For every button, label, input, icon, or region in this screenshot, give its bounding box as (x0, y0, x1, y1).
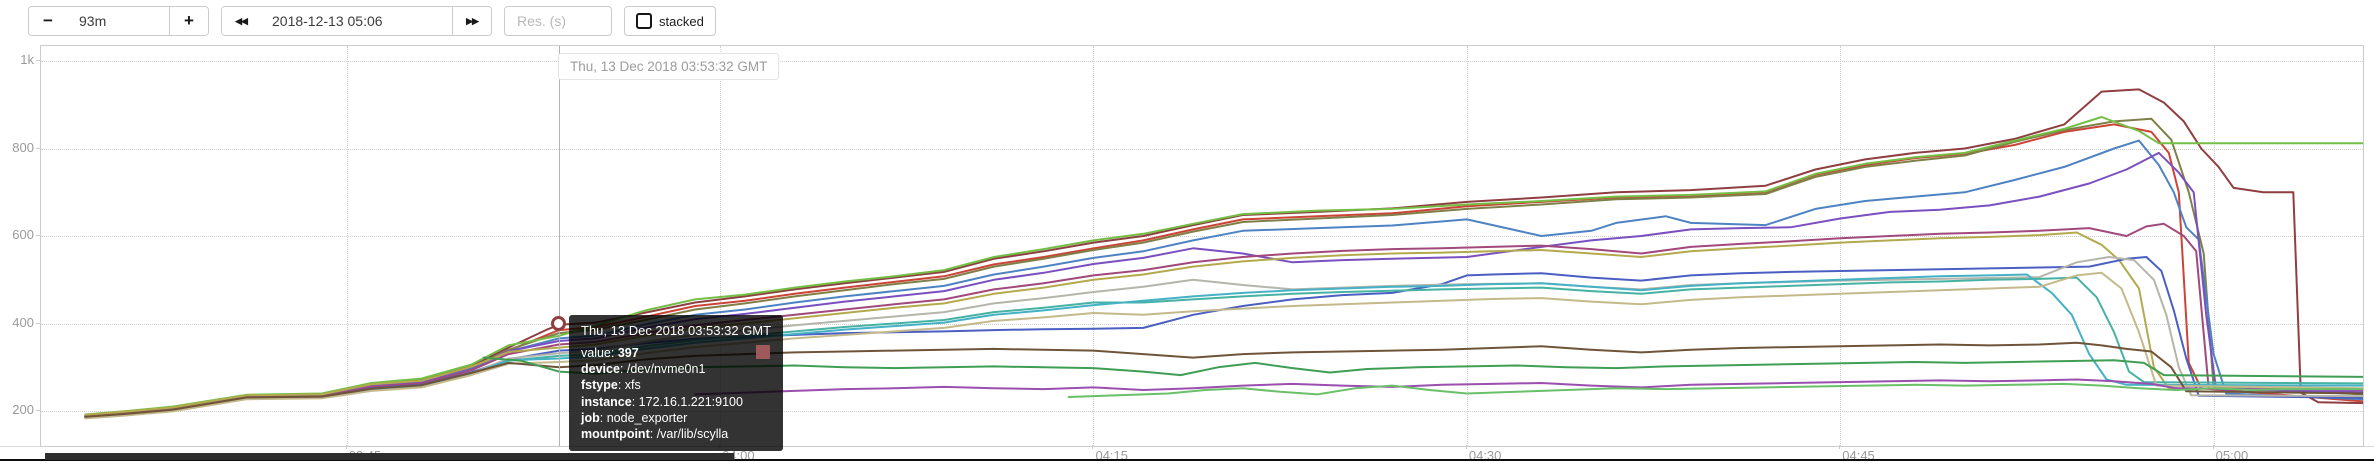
hover-time-box: Thu, 13 Dec 2018 03:53:32 GMT (558, 53, 780, 80)
stacked-checkbox-icon (636, 13, 652, 29)
graph-plot-area[interactable] (40, 45, 2364, 447)
series-canvas (84, 88, 2363, 420)
series-line-royal (84, 256, 2363, 419)
x-gridline (1093, 46, 1095, 446)
y-axis-tick-label: 800 (12, 139, 34, 155)
series-line-lgreen (1067, 382, 2363, 398)
range-decrease-button[interactable]: − (29, 7, 67, 35)
series-line-tan (84, 271, 2363, 420)
range-increase-button[interactable]: + (169, 7, 208, 35)
series-tooltip: Thu, 13 Dec 2018 03:53:32 GMT value: 397… (569, 315, 784, 452)
y-gridline (41, 323, 2363, 325)
x-axis-tick (345, 445, 347, 449)
y-gridline (41, 236, 2363, 237)
series-line-gray (84, 256, 2363, 419)
tooltip-row-job: job: node_exporter (581, 410, 688, 425)
range-input[interactable] (67, 7, 169, 35)
y-axis-tick (36, 60, 40, 61)
x-axis-tick (2212, 445, 2214, 449)
x-axis-tick (1465, 445, 1467, 449)
minus-icon: − (43, 11, 53, 30)
series-line-brown (84, 341, 2363, 418)
x-gridline (346, 46, 348, 446)
y-gridline (41, 411, 2363, 412)
window-bottom-edge (0, 459, 2374, 461)
series-line-cyan (84, 273, 2363, 419)
tooltip-row-fstype: fstype: xfs (581, 378, 641, 393)
fast-forward-icon: ▶▶ (466, 15, 479, 26)
range-control-group: − + (28, 6, 209, 36)
rewind-icon: ◀◀ (235, 15, 248, 26)
tooltip-series-swatch (756, 345, 771, 359)
time-control-group: ◀◀ ▶▶ (221, 6, 492, 36)
y-axis-tick-label: 200 (12, 402, 34, 417)
x-axis-tick (1092, 445, 1094, 449)
tooltip-row-instance: instance: 172.16.1.221:9100 (581, 394, 743, 409)
horizontal-scrollbar-thumb[interactable] (45, 453, 734, 460)
series-line-mauve (84, 222, 2363, 418)
y-axis-tick (36, 322, 40, 324)
end-time-input[interactable] (260, 7, 452, 35)
series-line-green (84, 116, 2363, 416)
stacked-label: stacked (659, 13, 704, 29)
x-axis-tick (1839, 445, 1841, 449)
tooltip-row-mountpoint: mountpoint: /var/lib/scylla (581, 427, 729, 442)
y-gridline (41, 61, 2363, 62)
time-forward-button[interactable]: ▶▶ (452, 7, 491, 35)
y-axis-tick (36, 147, 40, 149)
hover-crosshair-line (559, 46, 561, 446)
plus-icon: + (184, 11, 194, 30)
hover-highlight-point (550, 316, 566, 332)
hover-time-text: Thu, 13 Dec 2018 03:53:32 GMT (570, 59, 768, 74)
resolution-input[interactable] (504, 6, 612, 36)
stacked-toggle[interactable]: stacked (624, 6, 716, 36)
x-gridline (1840, 46, 1842, 446)
y-axis-tick-label: 400 (12, 314, 34, 330)
x-gridline (1466, 46, 1468, 446)
series-line-khaki (84, 231, 2363, 416)
y-axis-tick (36, 410, 40, 411)
tooltip-row-value: value: 397 (581, 345, 639, 360)
y-axis-tick-label: 1k (20, 52, 34, 67)
x-gridline (2213, 46, 2215, 446)
graph-toolbar: − + ◀◀ ▶▶ stacked (28, 6, 716, 36)
tooltip-row-device: device: /dev/nvme0n1 (581, 362, 706, 377)
series-line-teal (84, 276, 2363, 419)
y-axis-tick (36, 235, 40, 236)
tooltip-rows: value: 397 device: /dev/nvme0n1 fstype: xf… (581, 345, 771, 443)
x-gridline (720, 46, 722, 446)
time-back-button[interactable]: ◀◀ (222, 7, 260, 35)
tooltip-title: Thu, 13 Dec 2018 03:53:32 GMT (581, 323, 772, 338)
series-line-red (84, 123, 2363, 419)
series-line-plum (694, 378, 2363, 396)
y-axis-tick-label: 600 (12, 227, 34, 242)
y-gridline (41, 148, 2363, 150)
